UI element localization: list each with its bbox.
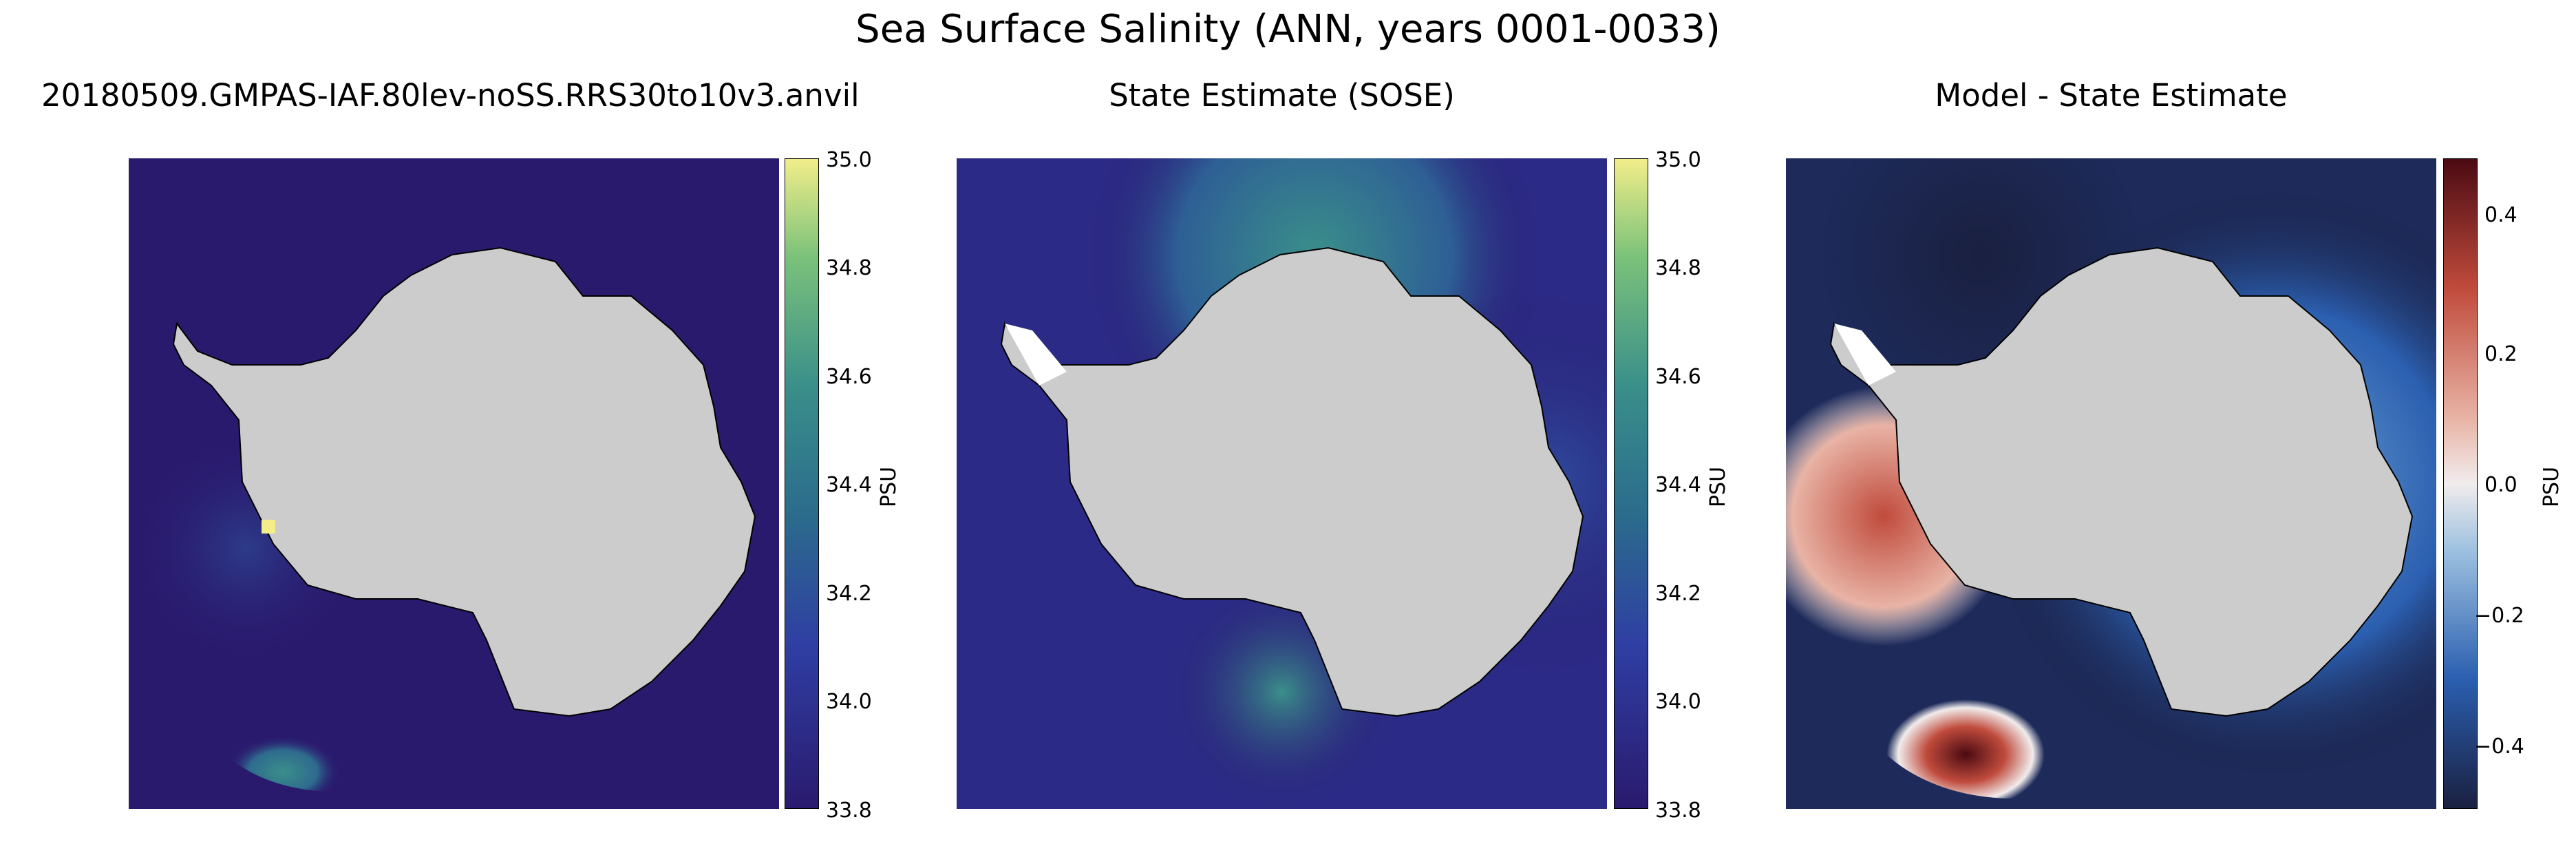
cbar2-tick-34.0: 34.0 [1655, 690, 1701, 714]
cbar2-tick-35.0: 35.0 [1655, 148, 1701, 172]
ross-sea-positive-bias [1855, 578, 2171, 799]
cbar2-tick-33.8: 33.8 [1655, 799, 1701, 823]
colorbar-gradient [1614, 158, 1648, 809]
colorbar-difference-label: PSU [2540, 466, 2564, 508]
map-panel-model [129, 158, 779, 809]
antarctica-landmass [172, 246, 756, 717]
cbar1-tick-34.2: 34.2 [826, 582, 872, 606]
cbar2-tick-34.4: 34.4 [1655, 473, 1701, 497]
cbar1-tick-34.6: 34.6 [826, 365, 872, 389]
colorbar-sose-label: PSU [1706, 466, 1731, 508]
colorbar-gradient [785, 158, 819, 809]
cbar1-tick-34.0: 34.0 [826, 690, 872, 714]
cbar1-tick-34.4: 34.4 [826, 473, 872, 497]
cbar3-tick-0.0: 0.0 [2484, 473, 2518, 497]
cbar3-tick-0.2: 0.2 [2484, 342, 2518, 366]
colorbar-model-label: PSU [877, 466, 902, 508]
panel-title-diff: Model - State Estimate [1935, 77, 2288, 114]
panel-title-sose: State Estimate (SOSE) [1109, 77, 1455, 114]
ice-shelf-gap [1005, 324, 1067, 386]
cbar3-tick-0.4: 0.4 [2484, 203, 2518, 227]
cbar1-tick-33.8: 33.8 [826, 799, 872, 823]
cbar2-tick-34.2: 34.2 [1655, 582, 1701, 606]
panel-title-model: 20180509.GMPAS-IAF.80lev-noSS.RRS30to10v… [41, 77, 860, 114]
colorbar-difference [2443, 158, 2478, 809]
cbar1-tick-35.0: 35.0 [826, 148, 872, 172]
ice-shelf-gap [1834, 324, 1896, 386]
colorbar-model [785, 158, 819, 809]
figure-title: Sea Surface Salinity (ANN, years 0001-00… [855, 7, 1721, 52]
map-panel-sose [957, 158, 1607, 809]
cbar3-tick-minus-0.2: −0.2 [2474, 604, 2524, 628]
small-high-salinity-spot [262, 520, 275, 534]
map-panel-difference [1786, 158, 2436, 809]
cbar2-tick-34.6: 34.6 [1655, 365, 1701, 389]
ross-sea-high-salinity [204, 626, 466, 792]
cbar3-tick-minus-0.4: −0.4 [2474, 735, 2524, 759]
cbar1-tick-34.8: 34.8 [826, 256, 872, 280]
colorbar-sose [1614, 158, 1648, 809]
cbar2-tick-34.8: 34.8 [1655, 256, 1701, 280]
colorbar-gradient [2443, 158, 2478, 809]
antarctica-landmass [1829, 246, 2414, 717]
antarctica-landmass [1000, 246, 1584, 717]
